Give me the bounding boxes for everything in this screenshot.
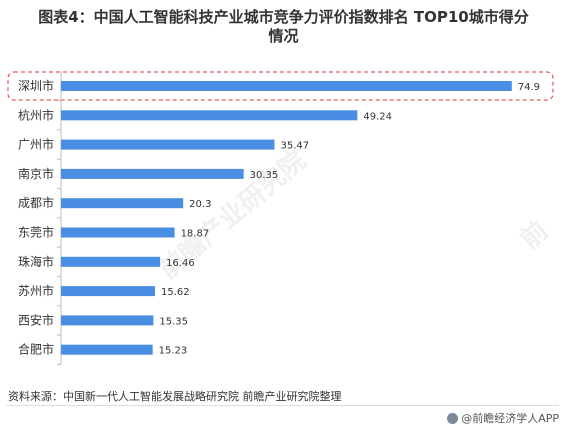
value-label: 74.9 xyxy=(518,82,540,93)
footer-divider xyxy=(6,405,559,406)
category-label: 西安市 xyxy=(18,312,54,327)
bar xyxy=(61,168,244,179)
category-label: 东莞市 xyxy=(18,225,54,240)
highlight-box xyxy=(7,71,554,101)
bar xyxy=(61,110,358,121)
value-label: 15.35 xyxy=(159,316,188,327)
category-label: 成都市 xyxy=(18,195,54,210)
value-label: 49.24 xyxy=(363,111,392,122)
bar xyxy=(61,81,512,91)
brand-logo-icon xyxy=(447,412,459,424)
bar xyxy=(61,286,156,297)
chart-title-line-1: 图表4：中国人工智能科技产业城市竞争力评价指数排名 TOP10城市得分 xyxy=(38,8,529,26)
bar xyxy=(61,256,161,267)
bar xyxy=(61,315,154,326)
source-note: 资料来源：中国新一代人工智能发展战略研究院 前瞻产业研究院整理 xyxy=(8,390,342,403)
category-label: 广州市 xyxy=(18,137,54,152)
chart-title: 图表4：中国人工智能科技产业城市竞争力评价指数排名 TOP10城市得分 情况 xyxy=(6,8,561,46)
brand-label: @前瞻经济学人APP xyxy=(461,412,559,425)
value-label: 18.87 xyxy=(181,229,210,240)
value-label: 35.47 xyxy=(280,141,309,152)
bar xyxy=(61,344,153,355)
value-label: 15.23 xyxy=(159,346,188,357)
chart-title-line-2: 情况 xyxy=(268,27,299,45)
category-label: 南京市 xyxy=(18,166,54,181)
value-label: 15.62 xyxy=(161,287,190,298)
value-label: 20.3 xyxy=(189,199,211,210)
category-label: 珠海市 xyxy=(18,254,54,269)
value-label: 16.46 xyxy=(166,258,195,269)
category-label: 深圳市 xyxy=(18,78,54,93)
brand-footer: @前瞻经济学人APP xyxy=(447,410,559,426)
category-label: 苏州市 xyxy=(18,283,54,298)
category-label: 合肥市 xyxy=(18,342,54,357)
category-label: 杭州市 xyxy=(18,107,54,122)
bar xyxy=(61,198,184,209)
bar xyxy=(61,227,175,238)
value-label: 30.35 xyxy=(250,170,279,181)
bar xyxy=(61,139,275,150)
